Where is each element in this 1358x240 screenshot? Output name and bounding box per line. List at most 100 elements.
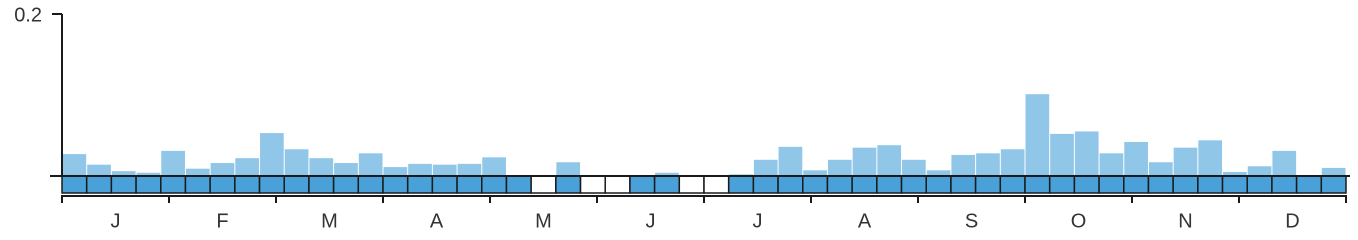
bar — [778, 146, 803, 176]
week-cell — [950, 175, 977, 194]
week-cell — [234, 175, 261, 194]
bar — [334, 163, 358, 176]
month-label: M — [321, 210, 338, 232]
bar — [284, 149, 309, 176]
bar — [136, 172, 161, 176]
week-cell — [703, 175, 730, 194]
week-cell — [653, 175, 681, 194]
bar — [1050, 133, 1074, 176]
bar — [1025, 94, 1050, 176]
month-label: N — [1178, 210, 1192, 232]
week-cell — [974, 175, 1002, 194]
bar — [655, 172, 679, 176]
month-label: M — [535, 210, 552, 232]
week-cell — [678, 175, 705, 194]
bar — [976, 153, 1000, 176]
bar — [235, 158, 260, 176]
bar — [482, 157, 506, 176]
week-cell — [135, 175, 162, 194]
bar — [902, 159, 926, 176]
week-cell — [1123, 175, 1150, 194]
bar — [185, 168, 210, 176]
week-cell — [308, 175, 335, 194]
month-label: J — [753, 210, 763, 232]
bar — [1173, 147, 1198, 176]
week-cell — [851, 175, 878, 194]
week-cell — [85, 175, 113, 194]
week-cell — [999, 175, 1026, 194]
week-cell — [431, 175, 458, 194]
bar — [877, 145, 902, 176]
week-cell — [826, 175, 853, 194]
bar — [161, 150, 185, 176]
week-cell — [555, 175, 582, 194]
week-cell — [925, 175, 952, 194]
week-cell — [258, 175, 285, 194]
bar — [1124, 141, 1148, 176]
bar — [556, 162, 581, 176]
month-label: O — [1071, 210, 1087, 232]
week-cell — [802, 175, 829, 194]
week-cell — [406, 175, 434, 194]
bar — [1148, 162, 1173, 176]
week-cell — [1295, 175, 1323, 194]
week-cell — [456, 175, 483, 194]
week-cell — [777, 175, 804, 194]
bar — [62, 154, 87, 176]
week-cell — [481, 175, 508, 194]
week-cell — [1172, 175, 1199, 194]
month-label: A — [430, 210, 444, 232]
bar — [408, 163, 432, 176]
week-cell — [1221, 175, 1248, 194]
bar — [1000, 149, 1025, 176]
month-label: A — [858, 210, 872, 232]
month-label: D — [1285, 210, 1299, 232]
week-cell — [1048, 175, 1076, 194]
bar — [827, 159, 852, 176]
bar — [803, 170, 827, 176]
week-cell — [1271, 175, 1298, 194]
month-label: J — [111, 210, 121, 232]
bar — [926, 170, 951, 176]
week-cell — [160, 175, 187, 194]
y-tick-label: 0.2 — [14, 4, 42, 26]
week-cell — [505, 175, 532, 194]
week-cell — [1320, 175, 1347, 194]
week-cell — [1246, 175, 1273, 194]
month-label: S — [965, 210, 978, 232]
week-cell — [332, 175, 360, 194]
week-cell — [1024, 175, 1051, 194]
bar — [309, 158, 334, 176]
bar — [852, 147, 877, 176]
bar — [753, 159, 778, 176]
week-cell — [110, 175, 137, 194]
week-cell — [1073, 175, 1100, 194]
bar — [1099, 153, 1124, 176]
week-cell — [209, 175, 236, 194]
week-cell — [61, 175, 88, 194]
bar — [1074, 131, 1099, 176]
week-cell — [900, 175, 927, 194]
week-cell — [530, 175, 557, 194]
week-cell — [382, 175, 409, 194]
week-cell — [283, 175, 310, 194]
week-cell — [357, 175, 384, 194]
week-cell — [579, 175, 606, 194]
week-cell — [184, 175, 211, 194]
bar — [1247, 166, 1272, 176]
week-cell — [1098, 175, 1125, 194]
bar — [383, 167, 408, 176]
month-label: J — [646, 210, 656, 232]
week-cell — [752, 175, 779, 194]
week-cell — [629, 175, 656, 194]
month-label: F — [216, 210, 228, 232]
bar — [457, 163, 482, 176]
bar — [951, 154, 976, 176]
bar — [1321, 167, 1346, 176]
bar — [260, 133, 284, 176]
bar — [87, 164, 111, 176]
bar — [210, 163, 235, 176]
week-cell — [876, 175, 903, 194]
week-cell — [1147, 175, 1174, 194]
